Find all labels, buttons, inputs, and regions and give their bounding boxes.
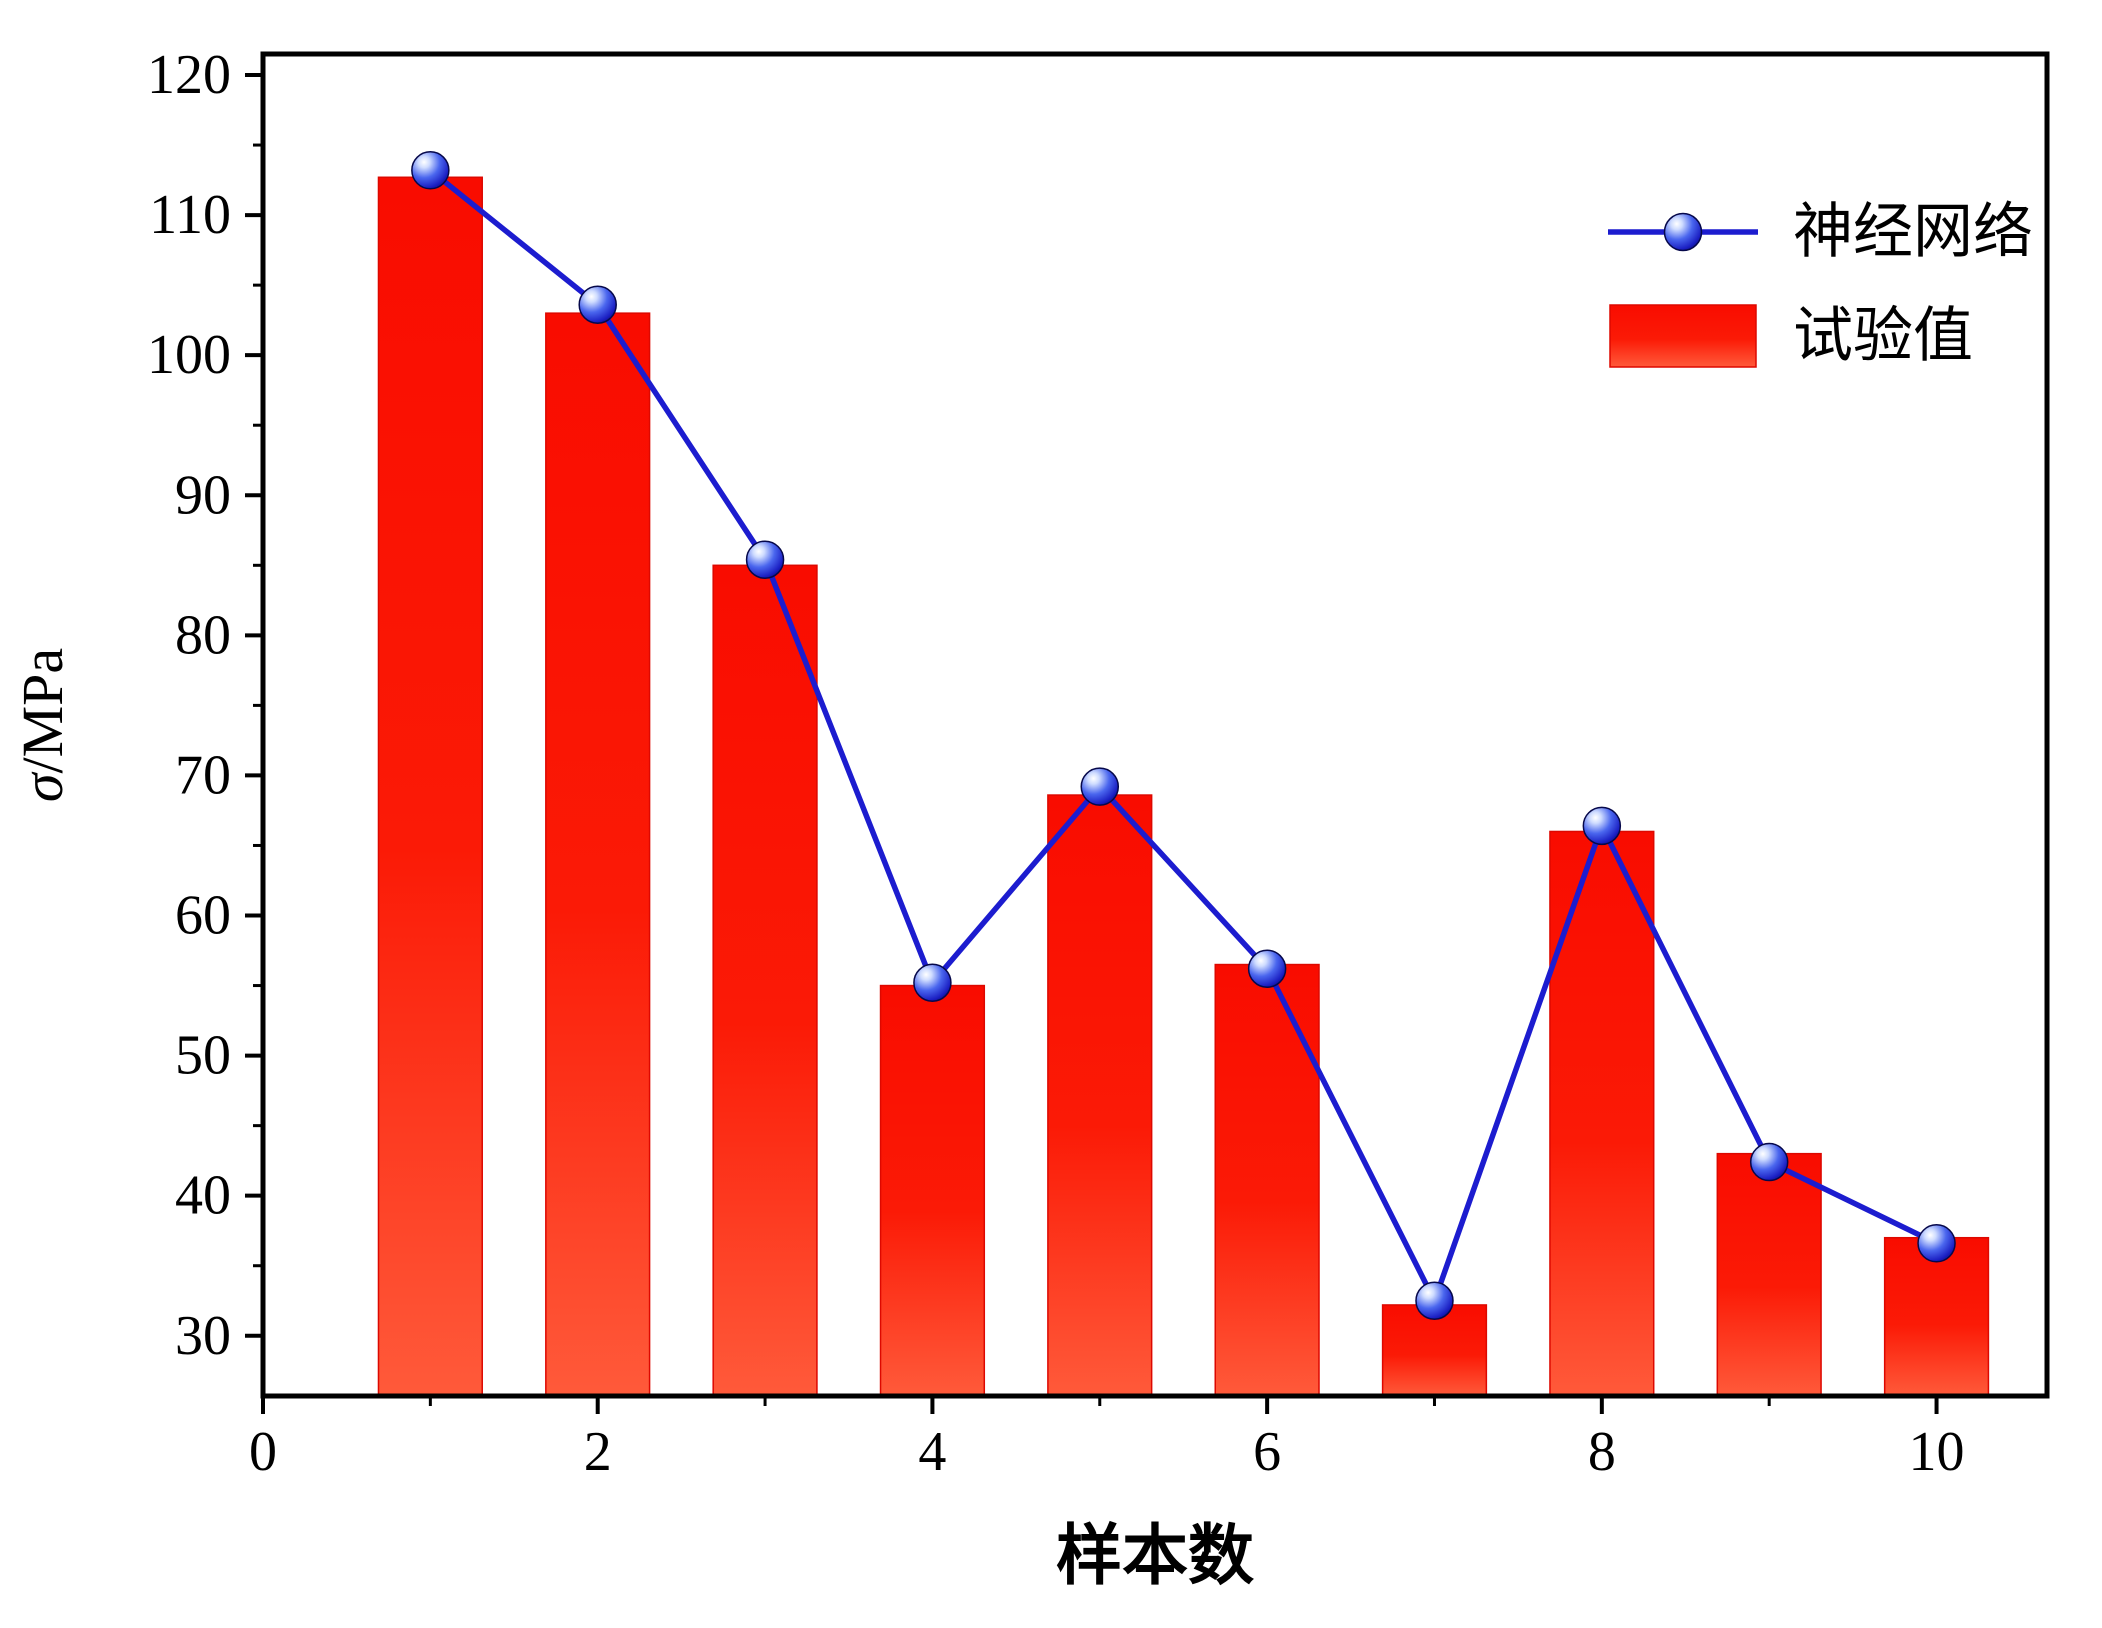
y-tick-label: 60 bbox=[175, 885, 231, 947]
nn-marker-sample-10 bbox=[1917, 1224, 1956, 1263]
y-tick-label: 110 bbox=[149, 184, 231, 246]
x-axis-group: 0 2 4 6 8 10 bbox=[249, 1396, 1965, 1483]
x-tick-label: 2 bbox=[584, 1421, 612, 1483]
nn-marker-sample-3 bbox=[745, 540, 785, 579]
bar-sample-10 bbox=[1883, 1236, 1990, 1397]
x-tick-label: 10 bbox=[1909, 1421, 1965, 1483]
bar-sample-6 bbox=[1214, 963, 1320, 1397]
y-tick-label: 80 bbox=[175, 604, 231, 666]
nn-marker-sample-5 bbox=[1080, 767, 1120, 806]
plot-frame bbox=[260, 51, 2050, 1399]
y-tick-label: 100 bbox=[147, 324, 231, 386]
nn-marker-sample-9 bbox=[1749, 1142, 1789, 1182]
legend-bar-sample bbox=[1609, 304, 1757, 368]
y-tick-label: 30 bbox=[175, 1305, 231, 1367]
y-axis-title: σ/MPa bbox=[10, 648, 75, 802]
x-tick-label: 4 bbox=[918, 1421, 946, 1483]
x-tick-label: 8 bbox=[1588, 1421, 1616, 1483]
bar-sample-8 bbox=[1549, 830, 1655, 1397]
bar-sample-3 bbox=[712, 564, 818, 1397]
legend-sphere-marker bbox=[1663, 212, 1703, 252]
bar-sample-2 bbox=[545, 312, 651, 1397]
x-tick-label: 6 bbox=[1253, 1421, 1281, 1483]
bar-sample-9 bbox=[1716, 1152, 1822, 1397]
y-tick-label: 50 bbox=[175, 1025, 231, 1087]
y-tick-label: 70 bbox=[175, 744, 231, 806]
bar-sample-1 bbox=[377, 176, 483, 1397]
bar-sample-4 bbox=[879, 984, 986, 1397]
y-tick-label: 90 bbox=[175, 464, 231, 526]
x-tick-label: 0 bbox=[249, 1421, 277, 1483]
x-axis-title: 样本数 bbox=[1056, 1520, 1254, 1593]
legend-label-bar-series: 试验值 bbox=[1793, 303, 1973, 369]
y-axis-group: 30 40 50 60 70 80 90 100 110 120 bbox=[147, 44, 263, 1367]
bar-sample-5 bbox=[1047, 794, 1153, 1397]
nn-marker-sample-6 bbox=[1247, 949, 1287, 988]
legend-label-line-series: 神经网络 bbox=[1793, 199, 2033, 265]
y-tick-label: 120 bbox=[147, 44, 231, 106]
nn-line bbox=[427, 167, 1940, 1304]
nn-marker-sample-7 bbox=[1415, 1281, 1454, 1320]
nn-marker-sample-1 bbox=[411, 151, 450, 190]
nn-marker-sample-2 bbox=[578, 285, 617, 324]
nn-markers-group bbox=[411, 151, 1956, 1320]
nn-marker-sample-8 bbox=[1582, 806, 1622, 846]
nn-marker-sample-4 bbox=[913, 963, 952, 1003]
y-tick-label: 40 bbox=[175, 1165, 231, 1227]
